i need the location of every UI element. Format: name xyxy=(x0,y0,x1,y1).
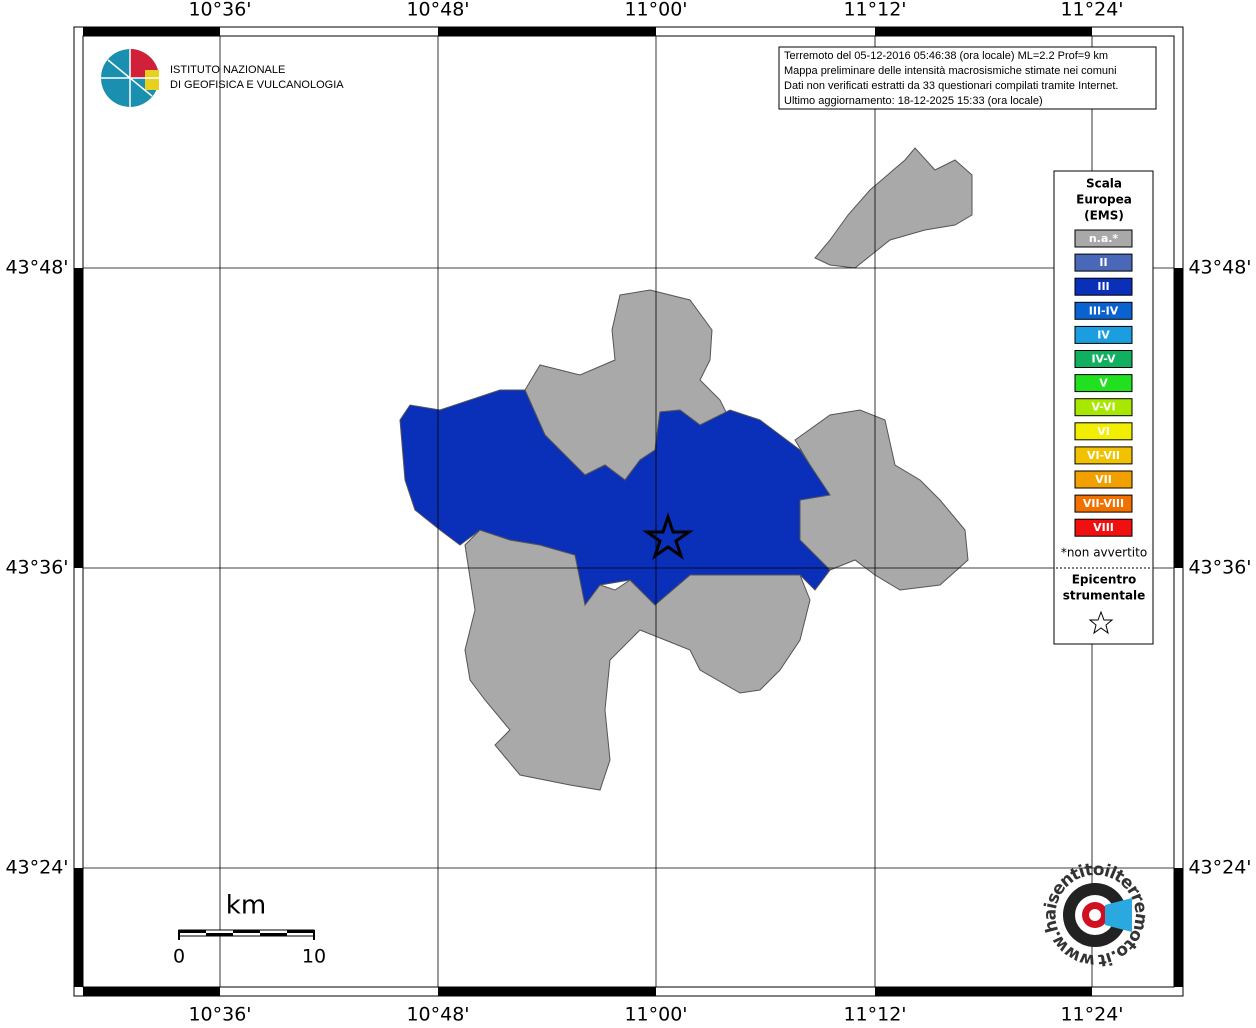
frame-band xyxy=(74,268,83,568)
legend-epicenter-label: Epicentro xyxy=(1072,573,1137,587)
lon-label: 11°24' xyxy=(1060,1004,1123,1025)
frame-band xyxy=(1174,268,1183,568)
legend-swatch xyxy=(1074,253,1133,272)
legend-label: IV-V xyxy=(1091,353,1116,366)
lat-label: 43°48' xyxy=(1188,257,1251,279)
grid xyxy=(83,36,1174,987)
logo-text: DI GEOFISICA E VULCANOLOGIA xyxy=(170,79,344,91)
lat-label: 43°36' xyxy=(1188,557,1251,579)
legend-swatch xyxy=(1074,518,1133,537)
lat-label: 43°24' xyxy=(1188,857,1251,879)
frame-band xyxy=(875,987,1092,996)
region xyxy=(399,389,831,607)
scale-unit: km xyxy=(226,891,266,921)
lon-label: 11°12' xyxy=(843,1004,906,1025)
legend-label: n.a.* xyxy=(1089,232,1119,245)
lat-label: 43°36' xyxy=(5,557,68,579)
legend-label: VI-VII xyxy=(1087,449,1120,462)
legend-label: III-IV xyxy=(1089,304,1119,317)
scale-bar: km 0 10 xyxy=(173,891,326,968)
legend-swatch xyxy=(1074,229,1133,248)
legend-swatch xyxy=(1074,422,1133,441)
legend-label: IV xyxy=(1097,328,1110,341)
legend-label: II xyxy=(1099,256,1107,269)
watermark: www.haisentitoilterremoto.it xyxy=(1040,860,1151,971)
legend-swatch xyxy=(1074,470,1133,489)
legend-swatch xyxy=(1074,325,1133,344)
legend-label: VIII xyxy=(1093,521,1114,534)
info-line: Mappa preliminare delle intensità macros… xyxy=(784,65,1117,77)
legend-note: *non avvertito xyxy=(1061,546,1147,560)
frame-band xyxy=(83,987,220,996)
frame-band xyxy=(1174,868,1183,987)
frame-band xyxy=(83,27,220,36)
frame-band xyxy=(438,27,656,36)
ingv-logo: ISTITUTO NAZIONALE DI GEOFISICA E VULCAN… xyxy=(101,49,344,107)
legend-swatch xyxy=(1074,277,1133,296)
lon-label: 11°24' xyxy=(1060,0,1123,21)
regions xyxy=(399,147,973,791)
legend-title: Europea xyxy=(1076,193,1132,207)
legend-title: Scala xyxy=(1086,177,1122,191)
lat-label: 43°48' xyxy=(5,257,68,279)
info-line: Dati non verificati estratti da 33 quest… xyxy=(784,80,1118,92)
scale-label: 10 xyxy=(302,946,326,968)
legend-epicenter xyxy=(1088,610,1114,635)
scale-label: 0 xyxy=(173,946,185,968)
legend-label: V xyxy=(1099,377,1108,390)
region xyxy=(814,147,973,269)
legend-swatch xyxy=(1074,446,1133,465)
lon-label: 10°48' xyxy=(406,0,469,21)
legend-swatch xyxy=(1074,398,1133,417)
lon-label: 11°12' xyxy=(843,0,906,21)
info-line: Ultimo aggiornamento: 18-12-2025 15:33 (… xyxy=(784,95,1043,107)
lon-label: 10°36' xyxy=(188,0,251,21)
lat-label: 43°24' xyxy=(5,857,68,879)
legend-label: III xyxy=(1097,280,1109,293)
lon-label: 11°00' xyxy=(624,0,687,21)
legend-epicenter-label: strumentale xyxy=(1063,589,1146,603)
frame-band xyxy=(74,868,83,987)
frame xyxy=(73,26,1184,997)
info-line: Terremoto del 05-12-2016 05:46:38 (ora l… xyxy=(784,50,1108,62)
legend-label: VII xyxy=(1095,473,1112,486)
lon-label: 11°00' xyxy=(624,1004,687,1025)
lon-label: 10°36' xyxy=(188,1004,251,1025)
legend-label: VI xyxy=(1097,425,1110,438)
legend-title: (EMS) xyxy=(1084,209,1124,223)
legend-label: VII-VIII xyxy=(1083,497,1124,510)
frame-band xyxy=(875,27,1092,36)
legend-swatch xyxy=(1074,374,1133,393)
epicenter xyxy=(642,512,694,560)
legend-label: V-VI xyxy=(1091,401,1115,414)
logo-text: ISTITUTO NAZIONALE xyxy=(170,64,285,76)
lon-label: 10°48' xyxy=(406,1004,469,1025)
legend-swatch xyxy=(1074,301,1133,320)
frame-band xyxy=(438,987,656,996)
legend-swatch xyxy=(1074,350,1133,368)
legend-swatch xyxy=(1074,494,1133,513)
info-box xyxy=(778,46,1157,110)
